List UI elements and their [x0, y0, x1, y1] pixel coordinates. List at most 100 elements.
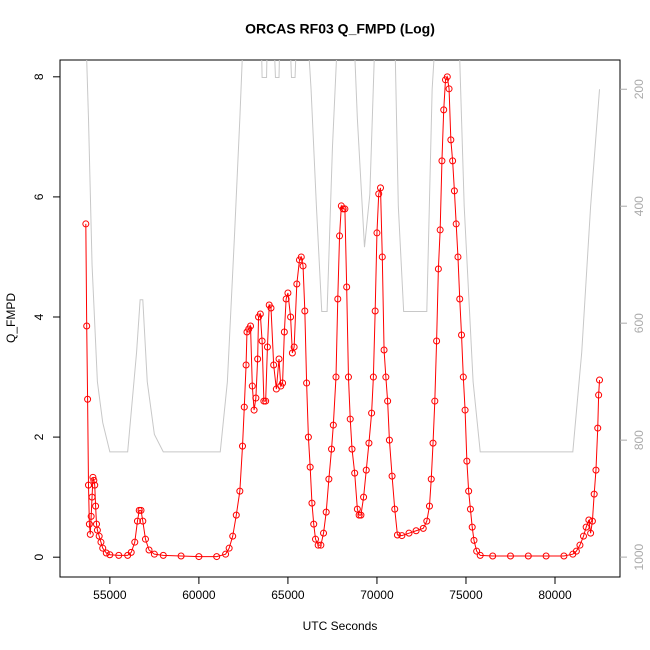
x-axis-label: UTC Seconds: [303, 619, 378, 633]
data-point: [102, 549, 110, 557]
data-point: [317, 541, 325, 549]
data-point: [596, 376, 604, 384]
data-point: [127, 548, 135, 556]
data-point: [436, 226, 444, 234]
data-point: [267, 304, 275, 312]
data-point: [579, 532, 587, 540]
data-point: [299, 262, 307, 270]
data-point: [248, 382, 256, 390]
data-point: [388, 472, 396, 480]
data-point: [429, 439, 437, 447]
data-point: [250, 406, 258, 414]
data-point: [222, 550, 230, 558]
data-point: [506, 552, 514, 560]
series-line: [86, 60, 601, 453]
data-point: [368, 409, 376, 417]
data-point: [334, 295, 342, 303]
data-point: [346, 415, 354, 423]
y2-tick-label: 400: [632, 196, 646, 216]
x-tick-label: 80000: [538, 588, 572, 602]
data-point: [470, 536, 478, 544]
y-tick-label: 2: [32, 433, 46, 440]
data-point: [365, 439, 373, 447]
data-point: [310, 520, 318, 528]
data-point: [308, 499, 316, 507]
data-point: [85, 520, 93, 528]
x-tick-label: 60000: [182, 588, 216, 602]
data-point: [82, 220, 90, 228]
x-tick-label: 55000: [93, 588, 127, 602]
data-point: [440, 106, 448, 114]
data-point: [131, 538, 139, 546]
data-point: [343, 283, 351, 291]
data-point: [445, 85, 453, 93]
data-point: [489, 552, 497, 560]
data-point: [438, 157, 446, 165]
data-point: [373, 229, 381, 237]
data-point: [476, 551, 484, 559]
series-line: [85, 75, 601, 558]
data-point: [369, 373, 377, 381]
data-point: [594, 424, 602, 432]
data-point: [458, 331, 466, 339]
data-point: [225, 544, 233, 552]
data-point: [88, 493, 96, 501]
data-point: [247, 322, 255, 330]
data-point: [141, 535, 149, 543]
data-point: [431, 397, 439, 405]
y2-tick-label: 800: [632, 430, 646, 450]
data-point: [99, 544, 107, 552]
data-point: [572, 547, 580, 555]
data-point: [585, 516, 593, 524]
data-point: [293, 280, 301, 288]
y-tick-label: 4: [32, 313, 46, 320]
data-point: [254, 355, 262, 363]
data-point: [263, 343, 271, 351]
data-point: [384, 397, 392, 405]
data-point: [465, 487, 473, 495]
data-point: [279, 379, 287, 387]
y2-tick-label: 1000: [632, 543, 646, 570]
data-point: [297, 253, 305, 261]
chart-title: ORCAS RF03 Q_FMPD (Log): [245, 21, 435, 37]
data-point: [177, 552, 185, 560]
data-point: [341, 205, 349, 213]
y-axis-label: Q_FMPD: [4, 293, 18, 343]
data-point: [232, 511, 240, 519]
data-point: [459, 373, 467, 381]
data-point: [405, 529, 413, 537]
data-point: [588, 517, 596, 525]
data-point: [362, 466, 370, 474]
data-point: [301, 307, 309, 315]
data-point: [423, 517, 431, 525]
data-point: [229, 532, 237, 540]
data-point: [87, 512, 95, 520]
data-point: [371, 307, 379, 315]
data-point: [258, 337, 266, 345]
data-point: [582, 523, 590, 531]
data-point: [576, 541, 584, 549]
data-point: [115, 551, 123, 559]
data-point: [433, 337, 441, 345]
data-point: [306, 463, 314, 471]
data-point: [382, 373, 390, 381]
data-point: [587, 529, 595, 537]
data-point: [270, 361, 278, 369]
y2-tick-label: 600: [632, 313, 646, 333]
data-point: [427, 475, 435, 483]
data-point: [329, 421, 337, 429]
data-point: [83, 322, 91, 330]
data-point: [139, 517, 147, 525]
y-tick-label: 6: [32, 193, 46, 200]
data-point: [322, 508, 330, 516]
data-point: [312, 535, 320, 543]
data-point: [242, 361, 250, 369]
data-point: [133, 517, 141, 525]
data-point: [592, 466, 600, 474]
data-point: [195, 553, 203, 561]
data-point: [377, 184, 385, 192]
data-point: [524, 552, 532, 560]
data-point: [419, 524, 427, 532]
data-point: [284, 289, 292, 297]
data-point: [256, 310, 264, 318]
